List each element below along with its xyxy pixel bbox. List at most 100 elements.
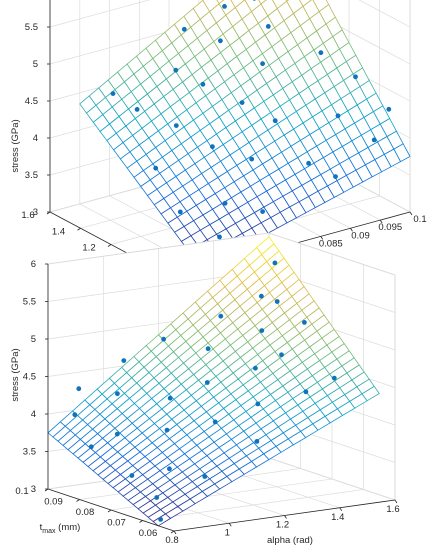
x-tick xyxy=(284,515,287,519)
axes xyxy=(44,263,398,535)
x-tick xyxy=(339,507,343,511)
z-tick-label: 5 xyxy=(31,334,36,345)
data-point xyxy=(167,466,172,472)
y-tick-label: 1.2 xyxy=(82,243,95,254)
data-point xyxy=(272,260,278,266)
data-point xyxy=(255,401,261,407)
data-point xyxy=(222,200,228,206)
data-point xyxy=(274,299,280,304)
data-point xyxy=(254,439,260,444)
data-point xyxy=(76,386,82,392)
data-point xyxy=(181,26,187,32)
y-tick-label: 1.6 xyxy=(21,210,34,221)
y-tick-label: 0.1 xyxy=(15,486,28,497)
z-axis-label: stress (GPa) xyxy=(10,348,21,401)
bottom-surface-plot: 0.8 1 1.2 1.4 1.6 0.06 0.07 0.08 0.09 0.1 3 3.5 4 4.5… xyxy=(10,232,400,546)
grid-line-z xyxy=(47,232,396,276)
data-point xyxy=(260,61,265,67)
data-point xyxy=(218,313,224,319)
data-point xyxy=(279,352,284,358)
x-tick-label: 1.6 xyxy=(386,504,399,515)
data-point xyxy=(371,137,377,143)
data-point xyxy=(212,419,218,425)
grid-line-z xyxy=(49,0,411,28)
x-tick-label: 0.1 xyxy=(413,214,426,225)
data-point xyxy=(259,328,265,333)
data-point xyxy=(272,118,278,124)
x-tick-label: 1 xyxy=(225,527,230,538)
z-tick-label: 3.5 xyxy=(25,170,38,181)
data-point xyxy=(259,293,264,299)
y-tick xyxy=(107,244,112,247)
data-point xyxy=(154,495,160,500)
data-point xyxy=(252,0,256,1)
data-point xyxy=(260,209,265,215)
data-point xyxy=(173,67,179,73)
x-tick xyxy=(350,228,353,232)
data-point xyxy=(239,100,245,105)
data-point xyxy=(265,24,271,29)
z-tick-label: 3 xyxy=(33,207,38,218)
z-axis-label: stress (GPa) xyxy=(10,119,21,172)
y-axis-label-sub: max xyxy=(42,528,56,535)
data-points xyxy=(72,260,337,522)
y-tick xyxy=(77,227,81,231)
data-point xyxy=(333,174,338,180)
data-point xyxy=(302,320,307,325)
data-point xyxy=(110,91,116,96)
x-tick-label: 1.2 xyxy=(276,520,289,531)
tick-labels: 0.8 1 1.2 1.4 1.6 0.06 0.07 0.08 0.09 0.1 3 3.5 4 4.5… xyxy=(15,259,399,546)
data-point xyxy=(210,144,215,150)
data-point xyxy=(164,427,170,433)
data-point xyxy=(134,107,140,112)
data-point xyxy=(202,474,208,479)
z-tick-label: 5.5 xyxy=(25,22,38,33)
z-tick-label: 4 xyxy=(33,133,38,144)
z-tick-label: 3.5 xyxy=(23,447,36,458)
z-tick-label: 4.5 xyxy=(23,372,36,383)
y-tick-label: 0.08 xyxy=(76,507,95,518)
z-tick-label: 5 xyxy=(33,59,38,70)
data-point xyxy=(88,444,94,450)
data-point xyxy=(115,391,120,397)
data-point xyxy=(249,156,255,162)
y-axis-label: tmax (mm) xyxy=(40,522,81,535)
y-tick-label: 0.09 xyxy=(44,497,63,508)
x-axis-label: alpha (rad) xyxy=(267,535,313,546)
data-point xyxy=(218,38,223,44)
surface-mesh xyxy=(79,0,411,270)
x-tick xyxy=(173,530,177,535)
data-point xyxy=(386,106,392,112)
data-point xyxy=(331,375,337,381)
x-tick-label: 0.085 xyxy=(319,238,343,249)
y-tick xyxy=(170,530,175,534)
surface-mesh xyxy=(47,236,380,527)
data-point xyxy=(114,431,120,437)
x-tick xyxy=(228,523,232,527)
data-point xyxy=(173,123,179,128)
data-point xyxy=(129,473,135,478)
grid-line-z xyxy=(49,0,411,65)
y-tick xyxy=(139,520,143,523)
x-tick-label: 0.8 xyxy=(165,535,178,546)
data-point xyxy=(306,160,311,166)
z-tick-label: 5.5 xyxy=(23,297,36,308)
z-tick-label: 6 xyxy=(31,259,36,270)
y-tick-label: 1.4 xyxy=(52,226,65,237)
data-point xyxy=(205,346,211,352)
x-tick-label: 0.09 xyxy=(351,230,370,241)
y-axis-label-unit: (mm) xyxy=(56,522,81,533)
data-point xyxy=(253,365,258,371)
data-point xyxy=(204,380,210,385)
data-point xyxy=(121,358,127,363)
data-point xyxy=(353,74,358,80)
data-point xyxy=(222,4,227,9)
data-point xyxy=(158,517,164,522)
data-point xyxy=(303,389,309,395)
data-point xyxy=(217,234,222,240)
z-tick-label: 4.5 xyxy=(25,96,38,107)
x-tick xyxy=(320,236,324,240)
y-tick xyxy=(76,499,80,502)
